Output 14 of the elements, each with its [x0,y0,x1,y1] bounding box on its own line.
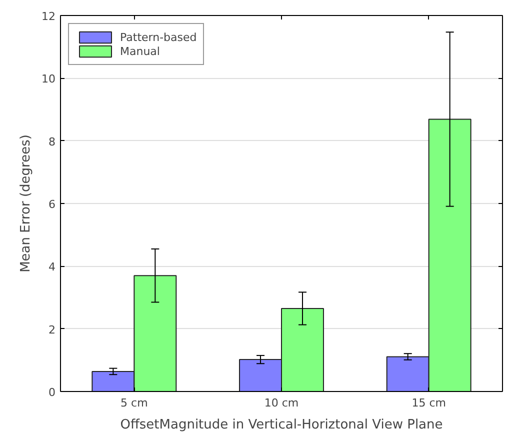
x-axis-title: OffsetMagnitude in Vertical-Horiztonal View Plane [120,418,443,432]
y-tick-label: 10 [42,72,56,86]
y-tick-label: 4 [48,260,56,274]
y-tick-label: 0 [48,386,56,399]
y-axis-title: Mean Error (degrees) [18,134,34,272]
y-tick-label: 12 [42,10,56,23]
x-tick-label: 5 cm [120,396,148,410]
y-tick-label: 2 [48,323,56,336]
legend-label: Manual [120,44,160,58]
y-tick-label: 6 [48,198,56,211]
x-tick-label: 10 cm [264,396,299,410]
legend-label: Pattern-based [120,30,197,44]
x-tick-label: 15 cm [412,396,446,410]
y-tick-label: 8 [48,135,56,148]
